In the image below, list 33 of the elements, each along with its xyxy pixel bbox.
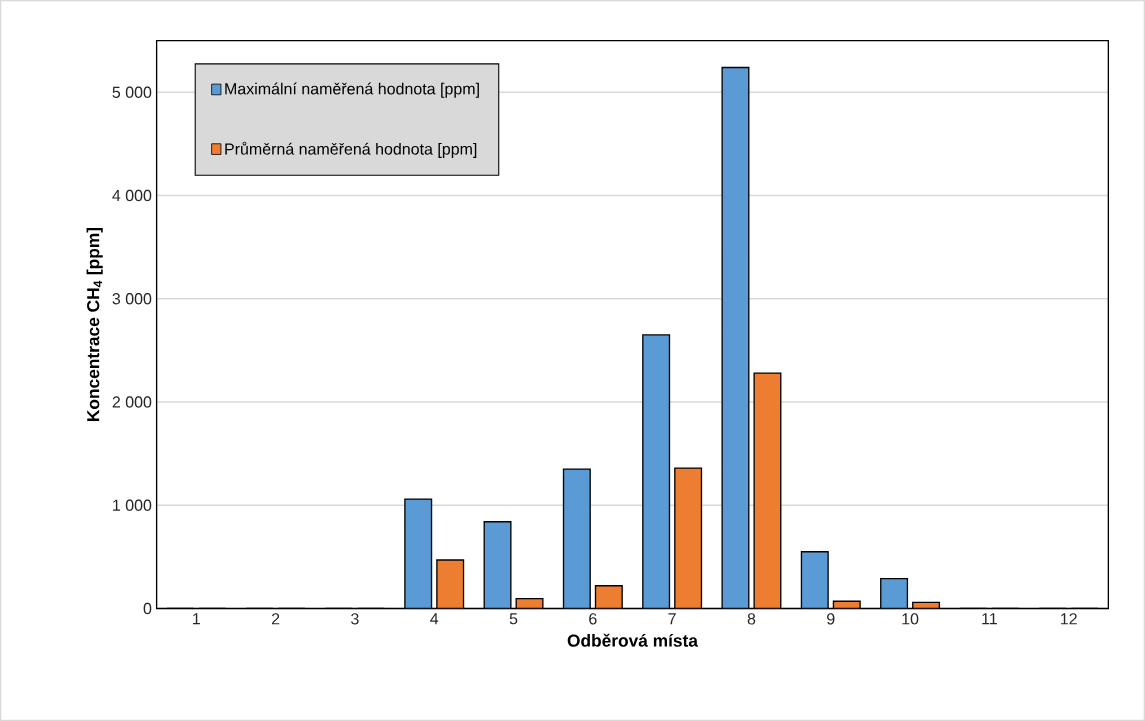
- y-axis-title: Koncentrace CH$_{4}$ [ppm]: [86, 227, 103, 421]
- y-tick-label: 3 000: [112, 293, 152, 305]
- bar: [436, 559, 464, 609]
- y-tick-label: 0: [143, 602, 152, 615]
- x-tick-label: 9: [827, 613, 835, 625]
- x-axis-title: Odběrová místa: [567, 633, 699, 647]
- legend-label: Maximální naměřená hodnota [ppm]: [225, 82, 479, 98]
- bar: [563, 469, 591, 609]
- bar: [595, 585, 623, 609]
- x-tick-label: 7: [668, 613, 676, 625]
- x-tick-label: 11: [982, 613, 997, 625]
- bar: [880, 578, 908, 609]
- x-tick-label: 3: [351, 613, 359, 625]
- x-tick-label: 6: [589, 613, 597, 625]
- x-tick-label: 4: [430, 613, 439, 625]
- bar: [674, 468, 702, 609]
- x-tick-label: 2: [271, 613, 280, 625]
- y-tick-label: 2 000: [112, 396, 152, 408]
- x-tick-label: 5: [509, 613, 518, 625]
- bar: [484, 521, 511, 609]
- bar: [801, 551, 829, 609]
- y-tick-label: 5 000: [112, 86, 152, 98]
- bar: [722, 67, 749, 609]
- bar: [642, 334, 670, 609]
- x-tick-label: 10: [902, 613, 919, 625]
- bar: [404, 498, 432, 609]
- bar: [754, 373, 781, 609]
- x-tick-label: 1: [193, 613, 200, 625]
- x-tick-label: 12: [1061, 613, 1077, 625]
- y-tick-label: 4 000: [112, 189, 152, 202]
- x-tick-label: 8: [747, 613, 756, 625]
- y-tick-label: 1 000: [113, 499, 152, 511]
- legend-label: Průměrná naměřená hodnota [ppm]: [225, 141, 477, 158]
